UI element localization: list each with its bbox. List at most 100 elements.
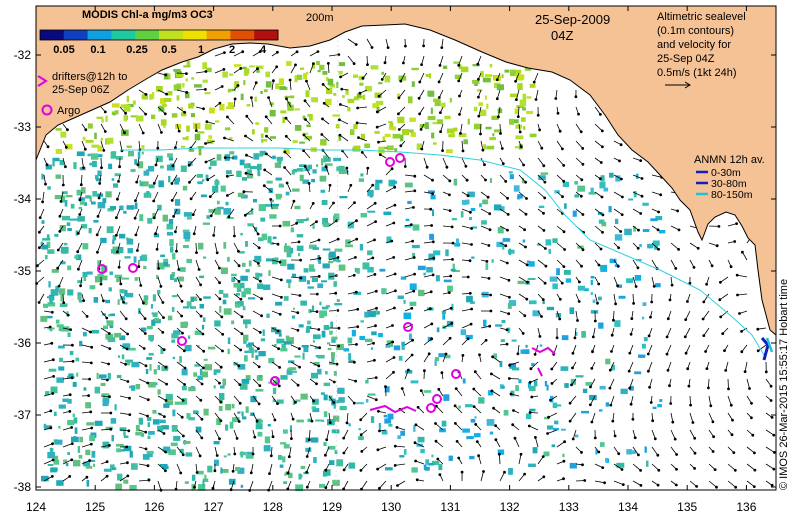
velocity-vector bbox=[176, 293, 183, 302]
velocity-vector-head bbox=[534, 98, 538, 101]
velocity-vector-head bbox=[413, 441, 417, 445]
velocity-vector bbox=[651, 446, 659, 456]
velocity-vector-head bbox=[172, 215, 176, 218]
chl-patch bbox=[569, 462, 577, 469]
velocity-vector-head bbox=[107, 332, 111, 335]
velocity-vector bbox=[157, 293, 164, 303]
chl-patch bbox=[284, 243, 287, 249]
chl-patch bbox=[170, 274, 174, 280]
velocity-vector-head bbox=[352, 273, 356, 277]
velocity-vector-head bbox=[71, 359, 75, 363]
chl-patch bbox=[222, 378, 226, 386]
chl-patch bbox=[279, 464, 284, 468]
velocity-vector-head bbox=[359, 418, 363, 422]
chl-patch bbox=[384, 133, 391, 137]
chl-patch bbox=[74, 255, 79, 259]
velocity-vector-head bbox=[233, 234, 236, 238]
chl-patch bbox=[152, 419, 160, 425]
velocity-vector-head bbox=[375, 306, 378, 310]
velocity-vector bbox=[491, 373, 501, 380]
velocity-vector bbox=[62, 157, 66, 167]
chl-patch bbox=[75, 230, 78, 236]
velocity-vector bbox=[81, 361, 92, 364]
velocity-vector-head bbox=[723, 349, 726, 352]
velocity-vector-head bbox=[399, 79, 403, 83]
velocity-vector bbox=[366, 38, 373, 48]
chl-patch bbox=[255, 122, 260, 125]
chl-patch bbox=[55, 174, 62, 179]
velocity-vector bbox=[97, 242, 102, 253]
chl-patch bbox=[66, 222, 71, 226]
chl-patch bbox=[265, 71, 270, 78]
chl-patch bbox=[219, 305, 222, 313]
velocity-vector-head bbox=[68, 410, 72, 413]
velocity-vector-head bbox=[574, 95, 578, 99]
velocity-vector-head bbox=[278, 224, 282, 228]
velocity-vector-head bbox=[683, 335, 687, 339]
velocity-vector-head bbox=[183, 366, 187, 370]
chl-patch bbox=[43, 303, 49, 308]
velocity-vector-head bbox=[340, 87, 344, 91]
chl-patch bbox=[402, 129, 409, 136]
velocity-vector-head bbox=[505, 342, 509, 346]
chl-patch bbox=[47, 302, 56, 307]
chl-patch bbox=[186, 136, 189, 141]
velocity-vector-head bbox=[466, 275, 470, 279]
chl-patch bbox=[300, 219, 308, 222]
velocity-vector-head bbox=[671, 420, 675, 424]
chl-patch bbox=[55, 128, 62, 131]
velocity-vector-head bbox=[352, 401, 356, 405]
chl-patch bbox=[466, 436, 474, 440]
velocity-vector-head bbox=[115, 216, 118, 220]
chl-patch bbox=[143, 265, 147, 270]
velocity-vector bbox=[530, 378, 539, 383]
velocity-vector-head bbox=[194, 129, 198, 133]
velocity-vector bbox=[268, 97, 273, 108]
chl-patch bbox=[598, 409, 603, 412]
chl-patch bbox=[233, 362, 239, 366]
chl-patch bbox=[213, 369, 217, 376]
velocity-vector-head bbox=[598, 177, 602, 181]
velocity-vector bbox=[518, 473, 525, 482]
velocity-vector bbox=[117, 242, 121, 253]
velocity-vector bbox=[271, 276, 282, 281]
velocity-vector-head bbox=[414, 423, 418, 427]
velocity-vector bbox=[404, 174, 415, 177]
velocity-vector-head bbox=[258, 331, 262, 334]
chl-patch bbox=[642, 229, 650, 232]
velocity-vector-head bbox=[527, 424, 531, 428]
velocity-vector-head bbox=[287, 455, 291, 459]
velocity-vector bbox=[648, 361, 653, 372]
velocity-vector-head bbox=[704, 350, 707, 353]
velocity-vector bbox=[385, 273, 396, 278]
velocity-vector-head bbox=[392, 221, 396, 225]
velocity-vector-head bbox=[472, 387, 476, 391]
chl-patch bbox=[322, 222, 327, 226]
chl-patch bbox=[436, 119, 443, 125]
velocity-vector-head bbox=[219, 365, 223, 369]
chl-patch bbox=[294, 355, 301, 358]
velocity-vector bbox=[325, 446, 330, 456]
chl-patch bbox=[367, 266, 374, 273]
chl-patch bbox=[633, 226, 636, 232]
velocity-vector-head bbox=[449, 274, 453, 278]
velocity-vector-head bbox=[653, 437, 657, 441]
chl-patch bbox=[605, 457, 608, 462]
velocity-vector-head bbox=[392, 356, 396, 359]
chl-patch bbox=[245, 406, 249, 413]
velocity-vector-head bbox=[544, 264, 548, 268]
chl-patch bbox=[510, 390, 515, 397]
chl-patch bbox=[412, 224, 420, 231]
velocity-vector bbox=[632, 480, 642, 486]
velocity-vector-head bbox=[265, 134, 268, 138]
velocity-vector bbox=[119, 429, 129, 432]
chl-patch bbox=[514, 146, 521, 149]
velocity-vector-head bbox=[89, 442, 93, 446]
chl-patch bbox=[203, 256, 207, 259]
velocity-vector-head bbox=[639, 159, 643, 163]
velocity-vector bbox=[461, 140, 464, 151]
chl-patch bbox=[63, 242, 68, 246]
chl-patch bbox=[73, 459, 81, 467]
velocity-vector bbox=[100, 344, 110, 349]
velocity-vector-head bbox=[202, 107, 205, 111]
